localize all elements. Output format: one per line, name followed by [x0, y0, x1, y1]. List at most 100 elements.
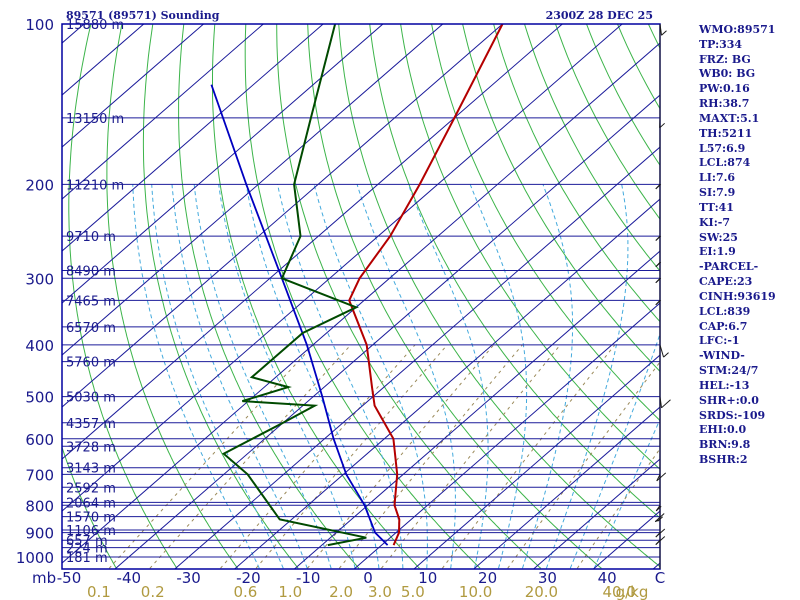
mixing-ratio-label: 2.0 [329, 583, 353, 600]
pressure-tick-label: 200 [25, 176, 54, 194]
index-item: CINH:93619 [699, 289, 776, 303]
mixing-ratio-line [576, 447, 660, 569]
index-item: EI:1.9 [699, 245, 736, 259]
wind-barb-flag [655, 184, 662, 190]
pressure-tick-label: 400 [25, 337, 54, 355]
dry-adiabat [796, 12, 800, 568]
moist-adiabat [545, 184, 629, 569]
isotherm [233, 198, 660, 569]
moist-adiabat [277, 184, 404, 569]
height-label: 1570 m [66, 511, 116, 526]
wind-barb-flag [655, 299, 662, 306]
background-lines [0, 0, 800, 579]
moist-adiabat [132, 184, 260, 569]
pressure-tick-label: 900 [25, 525, 54, 543]
temperature-tick-label: 0 [363, 569, 373, 587]
mixing-ratio-label: 0.6 [233, 583, 257, 600]
index-item: CAP:6.7 [699, 319, 748, 333]
wind-barb-flag [657, 516, 663, 522]
index-item: -WIND- [699, 349, 745, 363]
wind-barb-flag [661, 399, 671, 409]
index-item: RH:38.7 [699, 97, 750, 111]
moist-adiabat [569, 332, 660, 569]
index-item: L57:6.9 [699, 141, 746, 155]
isotherm [62, 24, 564, 460]
dry-adiabat [523, 24, 660, 272]
wind-barb-flag [655, 528, 666, 538]
index-item: LI:7.6 [699, 171, 736, 185]
index-item: BRN:9.8 [699, 438, 751, 452]
index-item: LFC:-1 [699, 334, 740, 348]
height-label: 3143 m [66, 462, 116, 477]
height-label: 181 m [66, 551, 108, 566]
wind-barb [655, 235, 662, 241]
pressure-tick-label: 500 [25, 389, 54, 407]
index-item: LCL:839 [699, 304, 751, 318]
wind-barb [655, 184, 662, 190]
wind-barb [655, 299, 662, 306]
temperature-tick-label: -50 [57, 569, 82, 587]
index-item: WMO:89571 [699, 23, 776, 36]
isotherm [62, 42, 660, 564]
mixing-ratio-label: 40.0 [602, 583, 635, 600]
isotherm [293, 250, 660, 569]
wind-barb [656, 472, 667, 482]
wind-barb-flag [654, 513, 665, 523]
dry-adiabat [431, 24, 660, 422]
mixing-ratio-label: 20.0 [525, 583, 558, 600]
wind-barb-flag [663, 352, 669, 358]
index-item: SRDS:-109 [699, 408, 766, 422]
wind-barb [655, 277, 662, 284]
dry-adiabat [338, 24, 660, 568]
temperature-tick-label: 20 [478, 569, 497, 587]
index-item: CAPE:23 [699, 275, 753, 289]
wind-barb-flag [661, 30, 667, 36]
height-label: 3728 m [66, 440, 116, 455]
height-label: 5030 m [66, 391, 116, 406]
moist-adiabat [313, 184, 428, 569]
stability-index-list: WMO:89571 TP:334 FRZ: BG WB0: BG PW:0.16 RH:3… [699, 23, 776, 468]
height-label: 224 m [66, 542, 108, 557]
mixing-ratio-label: 0.1 [87, 583, 111, 600]
isotherm [114, 94, 660, 569]
pressure-tick-label: 600 [25, 431, 54, 449]
moist-adiabat [522, 184, 574, 569]
temperature-unit-label: C [655, 569, 665, 587]
index-item: SW:25 [699, 230, 738, 244]
isotherm [473, 406, 660, 569]
index-item: SHR+:0.0 [699, 393, 759, 407]
sounding-profiles [210, 24, 504, 547]
isotherm [62, 24, 384, 304]
wind-barb-flag [655, 277, 662, 284]
chart-title: 89571 (89571) Sounding [66, 9, 220, 22]
mixing-ratio-line [338, 344, 523, 569]
wind-barbs [654, 23, 671, 569]
dry-adiabat [369, 24, 660, 519]
wind-barb-staff [659, 344, 665, 358]
mixing-ratio-line [307, 344, 495, 569]
isotherm [62, 24, 205, 148]
wind-barb-staff [659, 396, 662, 408]
dry-adiabat [106, 24, 239, 569]
isotherm [0, 0, 52, 579]
index-item: MAXT:5.1 [699, 111, 760, 125]
index-item: BSHR:2 [699, 453, 748, 467]
isobars [62, 23, 660, 558]
temperature-tick-label: -20 [236, 569, 261, 587]
height-label: 4357 m [66, 417, 116, 432]
mixing-ratio-label: 0.2 [141, 583, 165, 600]
mixing-ratio-label: 10.0 [459, 583, 492, 600]
isotherm [413, 354, 660, 569]
temperature-tick-label: -10 [296, 569, 321, 587]
moist-adiabat [469, 184, 528, 569]
height-label: 657 m [66, 534, 108, 549]
height-label: 11210 m [66, 178, 124, 193]
wind-barb-flag [656, 472, 667, 482]
mixing-ratio-line [255, 344, 448, 569]
temperature-tick-label: -30 [176, 569, 201, 587]
index-item: FRZ: BG [699, 52, 751, 66]
height-label: 7465 m [66, 294, 116, 309]
mixing-ratio-line [441, 344, 616, 569]
wind-barb-flag [655, 505, 662, 512]
pressure-tick-label: 700 [25, 466, 54, 484]
